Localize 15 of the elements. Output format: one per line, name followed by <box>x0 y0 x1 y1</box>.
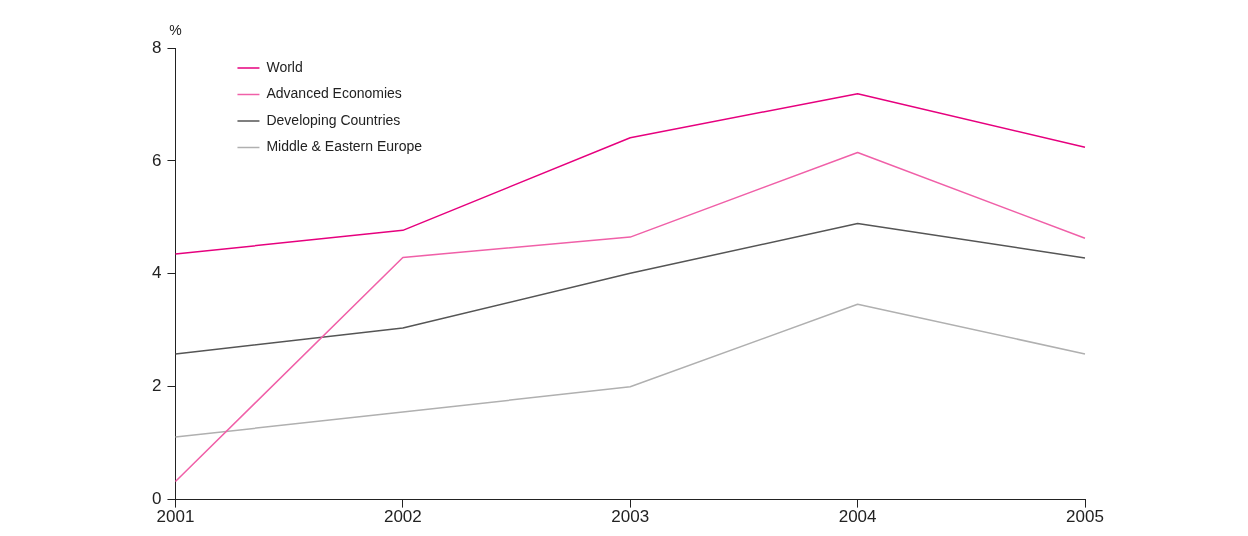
legend-label: World <box>266 58 303 75</box>
y-tick-label: 0 <box>151 489 162 509</box>
y-tick-label: 8 <box>151 37 162 57</box>
x-tick-label: 2005 <box>1066 507 1104 527</box>
y-axis-title: % <box>169 21 182 38</box>
y-tick-label: 4 <box>151 263 162 283</box>
legend-label: Developing Countries <box>266 111 401 128</box>
x-tick-label: 2002 <box>383 507 422 527</box>
x-tick-label: 2001 <box>156 507 195 527</box>
y-tick-label: 2 <box>151 376 162 396</box>
x-tick-label: 2004 <box>838 507 877 527</box>
x-tick-label: 2003 <box>611 507 650 527</box>
legend-label: Advanced Economies <box>266 85 402 102</box>
legend-label: Middle & Eastern Europe <box>266 138 423 155</box>
y-tick-label: 6 <box>151 150 162 170</box>
